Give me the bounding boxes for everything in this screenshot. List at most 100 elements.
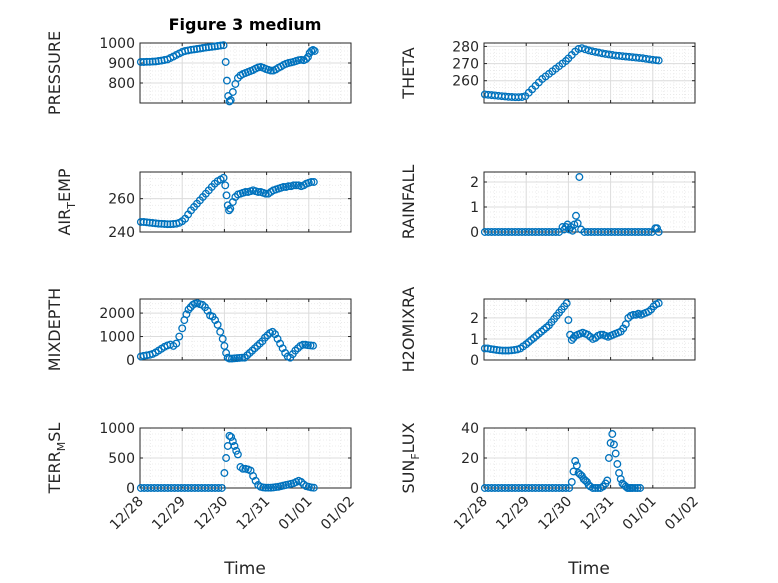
data-point <box>561 484 570 492</box>
y-axis-label-text: MIXDEPTH <box>45 288 64 371</box>
data-point <box>226 204 235 213</box>
y-tick-label: 900 <box>108 56 135 72</box>
data-point <box>279 183 288 191</box>
x-tick-label: 01/01 <box>276 494 316 534</box>
data-point <box>225 206 233 215</box>
data-point <box>551 228 560 236</box>
axes-box <box>483 42 696 104</box>
panel-rainfall: 0 1 2 RAINFALL <box>399 165 696 241</box>
data-point <box>224 92 233 100</box>
data-point <box>255 339 264 348</box>
data-point <box>228 437 237 446</box>
data-point <box>591 484 600 492</box>
y-tick-label: 1 <box>470 332 479 348</box>
data-point <box>222 76 231 85</box>
data-point <box>266 66 275 75</box>
data-point <box>213 320 222 329</box>
data-point <box>245 349 254 357</box>
data-point <box>182 310 191 319</box>
data-point <box>310 47 319 55</box>
y-axis-label-text: H2OMIXRA <box>399 287 418 373</box>
y-tick-label: 0 <box>470 225 479 241</box>
data-point <box>604 454 613 462</box>
data-point <box>248 346 257 355</box>
data-point <box>216 327 225 336</box>
data-point <box>243 351 252 360</box>
data-point <box>631 484 640 492</box>
data-point <box>629 310 638 319</box>
axes-box <box>483 298 696 361</box>
y-axis-label-suffix: LUX <box>399 422 418 453</box>
data-point <box>501 346 510 355</box>
y-axis-label-subscript: M <box>55 442 68 452</box>
x-tick-label: 12/30 <box>535 494 575 534</box>
data-point <box>654 299 663 308</box>
data-point <box>222 454 231 462</box>
data-point <box>593 484 602 492</box>
data-point <box>221 58 230 66</box>
data-point <box>573 219 582 228</box>
data-point <box>633 484 642 492</box>
y-axis-label: H2OMIXRA <box>399 287 418 373</box>
data-point <box>571 457 580 465</box>
y-tick-label: 1000 <box>99 36 135 52</box>
data-point <box>221 181 230 190</box>
data-point <box>222 191 231 200</box>
data-point <box>261 189 270 198</box>
y-tick-label: 1000 <box>99 421 135 437</box>
data-point <box>654 56 663 65</box>
data-point <box>220 469 229 477</box>
y-axis-label: THETA <box>399 47 418 99</box>
y-axis-label-text: RAINFALL <box>399 165 418 240</box>
panel-mixdepth: 0 1000 2000 MIXDEPTH <box>45 288 352 371</box>
data-point <box>304 53 312 61</box>
data-point <box>619 324 628 333</box>
y-tick-label: 280 <box>452 39 479 55</box>
data-point <box>644 228 653 236</box>
data-point <box>136 58 145 66</box>
panel-terr_msl: 0 500 1000 TERRMSL 12/28 12/29 12/30 12/31 01/01… <box>45 421 358 533</box>
data-point <box>214 484 223 492</box>
data-point <box>577 44 586 53</box>
y-tick-label: 1 <box>470 200 479 216</box>
y-axis-label-text: TERR <box>45 451 64 494</box>
data-point <box>251 476 260 485</box>
x-axis-label-left: Time <box>223 559 266 579</box>
panel-air_temp: 240 260 AIRTEMP <box>55 168 352 241</box>
data-point <box>216 41 225 50</box>
data-point <box>603 476 612 485</box>
y-tick-label: 1000 <box>99 330 135 346</box>
x-tick-label: 12/31 <box>578 494 618 534</box>
data-point <box>233 354 242 363</box>
data-point <box>654 228 663 236</box>
y-tick-label: 500 <box>108 451 135 467</box>
data-point <box>309 483 318 492</box>
y-tick-label: 2 <box>470 175 479 191</box>
y-tick-label: 0 <box>470 481 479 497</box>
data-point <box>518 93 526 101</box>
data-point <box>136 218 145 226</box>
x-tick-label: 12/31 <box>234 494 274 534</box>
data-point <box>572 461 581 470</box>
y-axis-label-subscript: T <box>65 202 78 210</box>
data-point <box>172 339 181 348</box>
data-point <box>309 178 318 186</box>
data-point <box>230 442 239 450</box>
data-point <box>225 354 234 363</box>
data-point <box>292 181 301 190</box>
data-point <box>498 346 507 355</box>
data-point <box>562 299 571 308</box>
data-point <box>254 188 263 196</box>
data-point <box>588 484 597 492</box>
data-point <box>148 57 157 66</box>
y-axis-label-subscript: F <box>409 453 422 459</box>
data-point <box>307 178 316 186</box>
y-tick-label: 20 <box>461 451 479 467</box>
data-point <box>228 354 236 363</box>
data-point <box>178 324 187 333</box>
axes-box <box>139 171 352 233</box>
y-tick-label: 260 <box>108 192 135 208</box>
